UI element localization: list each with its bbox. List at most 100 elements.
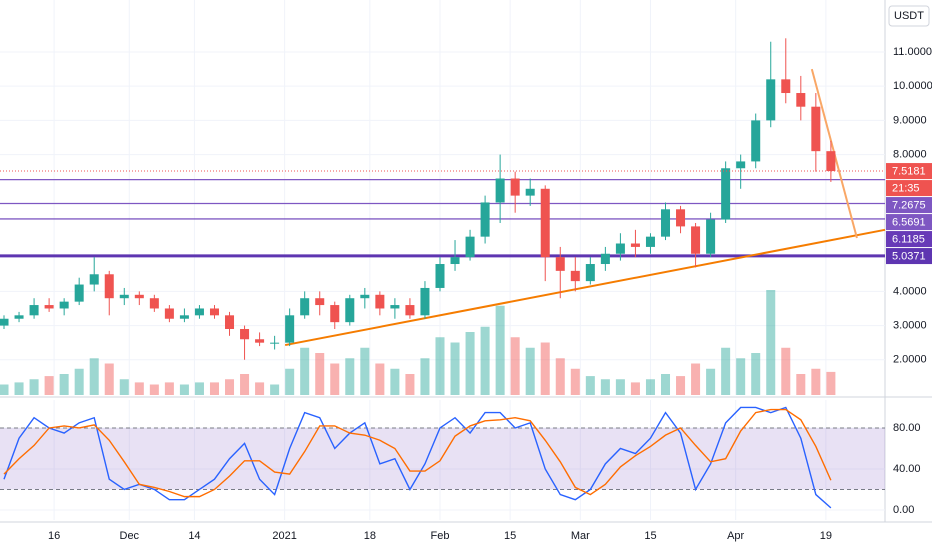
y-tick-label: 10.0000 [893,80,932,92]
stoch-band [0,427,885,490]
level-label: 5.0371 [892,250,926,262]
x-tick-label: Feb [431,530,450,542]
volume-bar [360,347,370,395]
candle-body [736,161,746,169]
x-tick-label: 18 [364,530,376,542]
candle-body [405,305,415,316]
candle-body [225,315,235,329]
y-tick-label: 2.0000 [893,354,927,366]
volume-bar [285,368,295,395]
level-label: 7.2675 [892,199,926,211]
volume-bar [450,342,460,395]
candle-body [435,264,445,288]
candle-body [315,298,325,306]
candle-body [360,294,370,299]
candle-body [149,298,159,309]
volume-bar [660,374,671,395]
volume-bar [29,379,39,395]
volume-bar [615,379,625,395]
candle-body [270,342,280,344]
volume-bar [179,384,189,395]
candle-body [134,294,144,299]
candle-body [600,253,610,265]
volume-bar [194,382,204,395]
y-tick-label: 0.00 [893,504,914,516]
level-label: 6.5691 [892,216,926,228]
volume-bar [721,347,731,395]
candle-body [480,202,490,237]
candle-body [781,79,791,94]
currency-box[interactable] [888,5,930,27]
x-tick-label: 14 [188,530,200,542]
candle-body [194,308,204,316]
volume-bar [225,379,235,395]
volume-bar [119,379,129,395]
candle-body [330,305,340,323]
volume-bar [270,384,280,395]
level-label-box [886,248,932,265]
y-tick-label: 9.0000 [893,114,927,126]
x-tick-label: 19 [820,530,832,542]
volume-bar [330,363,340,395]
candle-body [240,328,250,340]
y-tick-label: 11.0000 [893,46,932,58]
candle-body [811,106,821,152]
countdown-label-box [886,180,932,197]
candle-body [285,315,295,343]
x-tick-label: 2021 [272,530,296,542]
candle-body [540,188,550,258]
y-tick-label: 3.0000 [893,319,927,331]
level-label: 6.1185 [892,233,925,245]
candle-body [209,308,219,316]
last-price-label: 7.5181 [892,165,926,177]
candle-body [570,270,580,282]
volume-bar [600,379,610,395]
volume-bar [74,368,84,395]
volume-bar [255,382,265,395]
currency-label: USDT [894,10,924,22]
volume-bar [315,353,325,395]
candle-body [119,294,129,299]
x-tick-label: Dec [120,530,140,542]
candle-body [300,298,310,316]
volume-bar [104,363,114,395]
candle-body [450,257,460,265]
volume-bar [555,358,565,395]
candle-body [164,308,174,319]
volume-bar [495,305,505,395]
volume-bar [630,382,640,395]
candle-body [826,151,836,172]
candle-body [751,120,761,162]
x-tick-label: Apr [727,530,744,542]
candle-body [104,274,114,299]
x-tick-label: 15 [644,530,656,542]
volume-bar [375,363,385,395]
candle-body [660,209,671,237]
candle-body [676,209,686,227]
candle-body [555,257,565,271]
candle-body [706,219,716,254]
y-tick-label: 40.00 [893,463,921,475]
candle-body [465,236,475,258]
candle-body [645,236,655,247]
candle-body [74,284,84,302]
volume-bar [706,368,716,395]
level-label-box [886,214,932,231]
volume-bar [240,374,250,395]
y-tick-label: 8.0000 [893,148,927,160]
volume-bar [540,342,550,395]
candle-body [691,226,701,254]
volume-bar [14,382,24,395]
candle-body [390,305,400,309]
volume-bar [405,374,415,395]
volume-bar [59,374,69,395]
volume-bar [570,368,580,395]
candle-body [420,287,430,316]
volume-bar [645,379,655,395]
last-price-label-box [886,163,932,180]
candle-body [59,301,69,309]
x-tick-label: Mar [571,530,590,542]
volume-bar [585,376,595,395]
candle-body [525,188,535,196]
